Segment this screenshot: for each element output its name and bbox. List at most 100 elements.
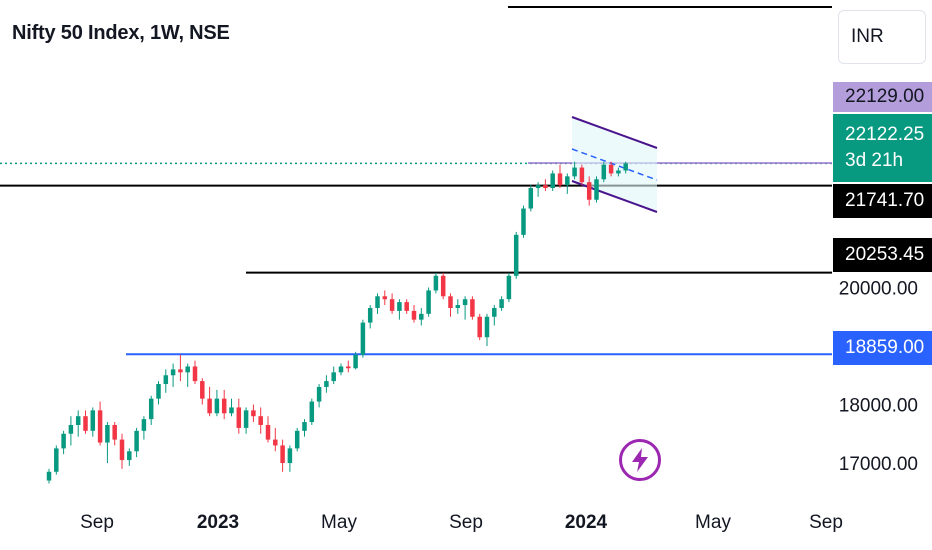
candle-body xyxy=(557,173,563,186)
candle xyxy=(185,363,190,387)
candle-body xyxy=(185,366,190,373)
candle xyxy=(448,293,453,317)
candle xyxy=(287,445,293,472)
candle xyxy=(338,363,344,376)
candle-body xyxy=(389,299,395,311)
candle-body xyxy=(273,439,278,446)
chart-title: Nifty 50 Index, 1W, NSE xyxy=(12,22,230,44)
candle-body xyxy=(462,299,468,306)
channel-lower-line xyxy=(571,180,658,213)
candle-body xyxy=(448,296,453,308)
candle-body xyxy=(251,410,256,417)
x-tick-label: Sep xyxy=(80,512,114,533)
candle-body xyxy=(346,366,351,369)
candle-body xyxy=(411,310,417,320)
candle-body xyxy=(608,164,614,174)
candle xyxy=(97,401,103,446)
candle-body xyxy=(163,375,169,385)
candle-body xyxy=(221,398,227,414)
y-tick-label: 20000.00 xyxy=(839,279,918,300)
candle xyxy=(623,161,628,174)
candle-body xyxy=(294,430,300,449)
candle-body xyxy=(477,316,482,338)
candle xyxy=(433,272,439,294)
candle-body xyxy=(492,307,497,317)
candle-body xyxy=(75,416,81,425)
candle-body xyxy=(105,424,110,443)
candle xyxy=(265,416,271,443)
candle xyxy=(229,398,234,417)
y-tick-label: 18000.00 xyxy=(839,396,918,417)
candle-body xyxy=(601,164,607,180)
candle-body xyxy=(623,163,628,171)
tag-support2: 20253.45 xyxy=(833,238,932,272)
candle xyxy=(258,407,263,434)
candle-body xyxy=(543,185,548,189)
tag-price: 22122.25 xyxy=(845,124,925,145)
candle xyxy=(221,389,227,420)
candle-body xyxy=(309,401,315,423)
currency-selector[interactable]: INR xyxy=(838,10,926,64)
candle-body xyxy=(192,366,198,382)
candle xyxy=(68,416,74,446)
candle xyxy=(594,176,599,203)
x-tick-label: Sep xyxy=(809,512,843,533)
candle xyxy=(492,305,497,326)
currency-label: INR xyxy=(851,26,884,47)
candle xyxy=(557,164,563,189)
tag-current: 22122.25 3d 21h xyxy=(833,114,932,182)
candle xyxy=(294,427,300,452)
candle xyxy=(105,422,110,463)
candle-body xyxy=(236,407,242,428)
x-tick-label: May xyxy=(321,512,357,533)
candle-body xyxy=(594,179,599,200)
candle-body xyxy=(586,182,592,200)
candle xyxy=(346,360,351,373)
horizontal-lines xyxy=(0,6,832,356)
candle xyxy=(331,366,336,385)
candle-body xyxy=(499,299,504,308)
candle xyxy=(513,231,519,279)
candle-body xyxy=(287,448,293,463)
candle-body xyxy=(280,445,285,463)
candle xyxy=(127,448,132,466)
candle xyxy=(382,290,388,306)
candle xyxy=(419,307,424,326)
candle xyxy=(499,296,504,311)
candle xyxy=(302,419,307,437)
candle-body xyxy=(419,313,424,320)
x-axis: Sep 2023 May Sep 2024 May Sep xyxy=(80,512,843,533)
candle-body xyxy=(119,439,125,461)
tag-countdown: 3d 21h xyxy=(845,150,904,171)
candle-body xyxy=(550,173,555,189)
candle-body xyxy=(54,448,59,472)
candle xyxy=(543,179,548,191)
candle-body xyxy=(433,275,439,291)
candle xyxy=(455,299,461,314)
tag-blue: 18859.00 xyxy=(833,331,932,365)
candle xyxy=(192,360,198,385)
candle-body xyxy=(506,275,512,300)
x-tick-label: 2023 xyxy=(197,512,239,533)
candle xyxy=(477,313,482,341)
candle-body xyxy=(360,322,366,355)
candle-body xyxy=(127,451,132,461)
candle xyxy=(90,407,96,437)
candle xyxy=(440,272,446,300)
lightning-icon[interactable] xyxy=(619,439,661,481)
candle-body xyxy=(83,416,88,431)
candle xyxy=(112,422,117,446)
candle-body xyxy=(156,384,161,399)
candle xyxy=(462,296,468,320)
candle xyxy=(470,296,475,320)
candle-body xyxy=(229,407,234,414)
candle-body xyxy=(214,398,220,414)
candle-body xyxy=(513,234,519,276)
candle-body xyxy=(148,398,154,420)
candle xyxy=(273,427,278,452)
candle xyxy=(251,404,256,423)
candle-body xyxy=(616,170,621,174)
candle-body xyxy=(404,302,409,311)
candle-body xyxy=(521,208,526,235)
